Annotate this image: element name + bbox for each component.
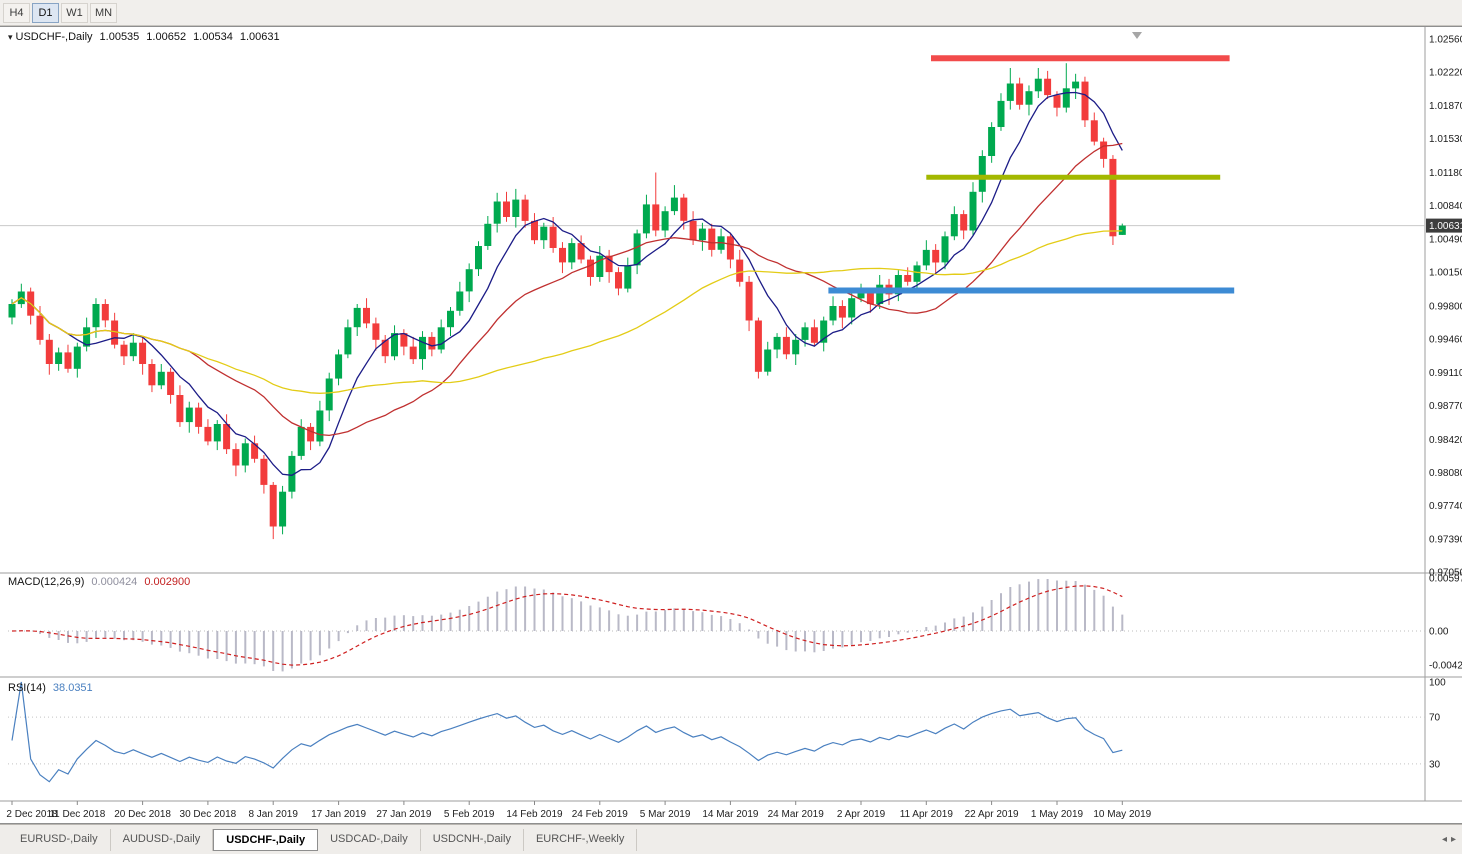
svg-text:0.98770: 0.98770 (1429, 401, 1462, 412)
svg-text:0.99460: 0.99460 (1429, 334, 1462, 345)
svg-text:10 May 2019: 10 May 2019 (1093, 809, 1151, 820)
svg-text:1.01180: 1.01180 (1429, 168, 1462, 179)
svg-text:0.97390: 0.97390 (1429, 535, 1462, 546)
tab-usdcad-daily[interactable]: USDCAD-,Daily (318, 828, 421, 851)
svg-text:11 Apr 2019: 11 Apr 2019 (900, 809, 954, 820)
svg-text:2 Dec 2018: 2 Dec 2018 (6, 809, 58, 820)
tabs-scroll-left-button[interactable]: ◂ (1441, 834, 1447, 845)
ohlc-close: 1.00631 (239, 31, 280, 43)
chart-title: ▾ USDCHF-,Daily 1.00535 1.00652 1.00534 1.006… (8, 31, 280, 43)
svg-text:1.02560: 1.02560 (1429, 35, 1462, 46)
chart-window: 1.02560 1.02220 1.01870 1.01530 1.01180 1.008… (0, 26, 1462, 824)
svg-text:20 Dec 2018: 20 Dec 2018 (114, 809, 171, 820)
svg-text:1.00150: 1.00150 (1429, 268, 1462, 279)
svg-text:27 Jan 2019: 27 Jan 2019 (376, 809, 431, 820)
ohlc-high: 1.00652 (146, 31, 187, 43)
svg-text:0.97050: 0.97050 (1429, 568, 1462, 579)
tab-audusd-daily[interactable]: AUDUSD-,Daily (111, 828, 214, 851)
timeframe-toolbar: H4 D1 W1 MN (0, 0, 1462, 26)
ma-line-7 (11, 91, 1123, 476)
svg-text:1.02220: 1.02220 (1429, 67, 1462, 78)
svg-text:0.99110: 0.99110 (1429, 368, 1462, 379)
chart-canvas[interactable]: 1.02560 1.02220 1.01870 1.01530 1.01180 1.008… (0, 27, 1462, 825)
svg-text:30: 30 (1429, 759, 1441, 770)
svg-text:5 Feb 2019: 5 Feb 2019 (444, 809, 495, 820)
svg-text:11 Dec 2018: 11 Dec 2018 (49, 809, 105, 820)
tabs-scroll-right-button[interactable]: ▸ (1450, 834, 1456, 845)
timeframe-button-h4[interactable]: H4 (3, 2, 30, 23)
svg-text:-0.00424: -0.00424 (1429, 661, 1462, 672)
tab-usdchf-daily[interactable]: USDCHF-,Daily (213, 828, 319, 851)
rsi-line (11, 681, 1123, 783)
svg-text:8 Jan 2019: 8 Jan 2019 (248, 809, 298, 820)
timeframe-button-d1[interactable]: D1 (32, 2, 59, 23)
svg-text:0.00597: 0.00597 (1429, 574, 1462, 585)
chart-shift-marker[interactable] (1132, 32, 1142, 39)
ohlc-open: 1.00535 (99, 31, 140, 43)
ma-line-20 (11, 142, 1123, 437)
svg-text:14 Mar 2019: 14 Mar 2019 (702, 809, 759, 820)
svg-text:100: 100 (1429, 678, 1446, 689)
svg-text:24 Mar 2019: 24 Mar 2019 (768, 809, 825, 820)
tab-usdcnh-daily[interactable]: USDCNH-,Daily (421, 828, 524, 851)
macd-signal-line (11, 585, 1123, 666)
svg-text:1.00631: 1.00631 (1429, 221, 1462, 232)
svg-text:0.98420: 0.98420 (1429, 435, 1462, 446)
rsi-indicator-label: RSI(14) 38.0351 (8, 682, 93, 694)
timeframe-button-w1[interactable]: W1 (61, 2, 88, 23)
svg-text:24 Feb 2019: 24 Feb 2019 (572, 809, 629, 820)
macd-histogram (20, 579, 1124, 672)
rsi-name: RSI(14) (8, 682, 46, 694)
candles-layer (8, 63, 1126, 540)
tab-eurusd-daily[interactable]: EURUSD-,Daily (8, 828, 111, 851)
chart-tabs: EURUSD-,Daily AUDUSD-,Daily USDCHF-,Daily U… (8, 828, 638, 851)
svg-text:2 Apr 2019: 2 Apr 2019 (837, 809, 886, 820)
svg-text:22 Apr 2019: 22 Apr 2019 (965, 809, 1019, 820)
svg-text:30 Dec 2018: 30 Dec 2018 (180, 809, 237, 820)
svg-text:0.98080: 0.98080 (1429, 468, 1462, 479)
svg-text:1.01530: 1.01530 (1429, 134, 1462, 145)
svg-text:1.00490: 1.00490 (1429, 235, 1462, 246)
macd-indicator-label: MACD(12,26,9) 0.000424 0.002900 (8, 576, 190, 588)
current-price-badge (1426, 218, 1462, 233)
ma-line-45 (11, 230, 1123, 394)
svg-text:5 Mar 2019: 5 Mar 2019 (640, 809, 691, 820)
svg-text:0.97740: 0.97740 (1429, 501, 1462, 512)
macd-name: MACD(12,26,9) (8, 576, 85, 588)
svg-text:1.01870: 1.01870 (1429, 101, 1462, 112)
svg-text:0.00: 0.00 (1429, 627, 1449, 638)
svg-text:0.99800: 0.99800 (1429, 302, 1462, 313)
svg-text:17 Jan 2019: 17 Jan 2019 (311, 809, 366, 820)
svg-text:1 May 2019: 1 May 2019 (1031, 809, 1084, 820)
tab-eurchf-weekly[interactable]: EURCHF-,Weekly (524, 828, 638, 851)
macd-main-value: 0.000424 (91, 576, 138, 588)
timeframe-button-mn[interactable]: MN (90, 2, 117, 23)
tab-scroll-arrows: ◂ ▸ (1442, 834, 1456, 845)
symbol-dropdown-icon[interactable]: ▾ (8, 32, 13, 42)
ohlc-low: 1.00534 (193, 31, 233, 43)
svg-text:70: 70 (1429, 713, 1441, 724)
macd-signal-value: 0.002900 (144, 576, 191, 588)
chart-tabs-bar: EURUSD-,Daily AUDUSD-,Daily USDCHF-,Daily U… (0, 824, 1462, 854)
svg-text:14 Feb 2019: 14 Feb 2019 (506, 809, 563, 820)
price-axis: 1.02560 1.02220 1.01870 1.01530 1.01180 1.008… (1429, 35, 1462, 771)
chart-symbol-label: USDCHF-,Daily (15, 31, 93, 43)
rsi-value: 38.0351 (52, 682, 93, 694)
svg-text:1.00840: 1.00840 (1429, 201, 1462, 212)
